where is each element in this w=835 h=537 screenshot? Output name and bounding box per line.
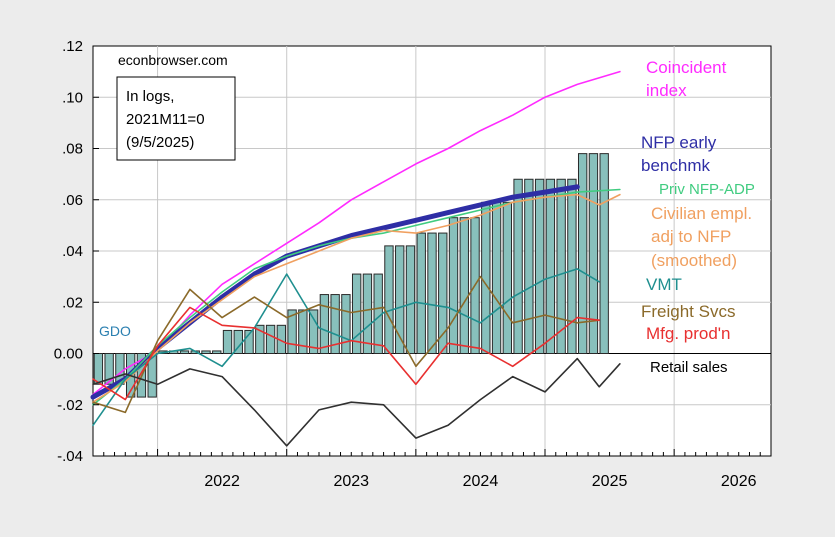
x-tick-label: 2022 xyxy=(204,473,240,490)
gdo-bar xyxy=(179,350,190,354)
y-tick-label: .08 xyxy=(62,141,83,158)
y-tick-label: .04 xyxy=(62,243,83,260)
gdo-bars xyxy=(93,153,609,398)
gdo-bar xyxy=(330,294,340,354)
gdo-bar xyxy=(556,178,566,354)
gdo-bar xyxy=(502,201,513,354)
y-tick-label: .02 xyxy=(62,294,83,311)
gdo-bar xyxy=(244,329,254,354)
gdo-bar xyxy=(362,273,373,354)
y-tick-label: -.02 xyxy=(57,397,83,414)
gdo-bar xyxy=(351,273,362,354)
note-box xyxy=(116,76,236,161)
y-tick-label: .12 xyxy=(62,38,83,55)
label-mfg: Mfg. prod'n xyxy=(646,324,731,343)
label-civilian-line1: Civilian empl. xyxy=(651,204,752,223)
gdo-bar xyxy=(416,232,426,354)
gdo-bar xyxy=(513,178,523,354)
label-coincident-line1: Coincident xyxy=(646,58,727,77)
series-line-freight-svcs xyxy=(92,275,601,414)
gdo-bar xyxy=(287,309,297,354)
gdo-bar xyxy=(534,178,545,354)
note-line-1: In logs, xyxy=(126,88,174,105)
gdo-bar xyxy=(201,350,211,354)
y-tick-label: 0.00 xyxy=(54,346,83,363)
label-nfp-line2: benchmk xyxy=(641,156,710,175)
gdo-bar xyxy=(298,309,308,354)
label-nfp-line1: NFP early xyxy=(641,133,717,152)
gdo-bar xyxy=(222,329,233,354)
gdo-bar xyxy=(308,309,319,354)
x-tick-label: 2026 xyxy=(721,473,757,490)
gdo-bar xyxy=(384,245,394,354)
gdo-bar xyxy=(395,245,405,354)
y-tick-label: .06 xyxy=(62,192,83,209)
gdo-bar xyxy=(438,232,448,354)
gdo-bar xyxy=(405,245,416,354)
y-tick-label: -.04 xyxy=(57,448,83,465)
label-retail: Retail sales xyxy=(650,359,728,376)
gdo-bar xyxy=(427,232,437,354)
x-tick-label: 2025 xyxy=(592,473,628,490)
y-tick-label: .10 xyxy=(62,89,83,106)
series-lines xyxy=(90,70,621,447)
gdo-bar xyxy=(459,217,469,354)
gdo-bar xyxy=(545,178,556,354)
label-civilian-line2: adj to NFP xyxy=(651,227,731,246)
gdo-bar xyxy=(481,201,491,354)
source-label: econbrowser.com xyxy=(118,52,228,68)
gdo-bar xyxy=(104,353,114,385)
note-line-3: (9/5/2025) xyxy=(126,134,194,151)
gdo-bar xyxy=(599,153,609,354)
label-freight: Freight Svcs xyxy=(641,302,735,321)
note-line-2: 2021M11=0 xyxy=(126,111,205,128)
series-line-nfp-early-benchmk xyxy=(90,184,580,400)
gdo-bar xyxy=(93,353,104,385)
gdo-bar xyxy=(212,350,222,354)
gdo-bar xyxy=(265,324,276,354)
grid-lines xyxy=(93,46,771,456)
label-priv-nfp-adp: Priv NFP-ADP xyxy=(659,181,755,198)
x-axis-ticks: 2022 2023 2024 2025 2026 xyxy=(92,449,772,490)
gdo-bar xyxy=(567,178,577,354)
gdo-bar xyxy=(341,294,351,354)
x-tick-label: 2023 xyxy=(333,473,369,490)
label-vmt: VMT xyxy=(646,275,682,294)
gdo-bar xyxy=(577,153,588,354)
series-line-retail-sales xyxy=(92,357,621,447)
gdo-bar xyxy=(588,153,599,354)
series-line-civilian-empl-adj-to-nfp-smoothed xyxy=(92,193,621,404)
label-civilian-line3: (smoothed) xyxy=(651,251,737,270)
gdo-bar xyxy=(524,178,534,354)
label-coincident-line2: index xyxy=(646,81,687,100)
label-gdo: GDO xyxy=(99,323,131,339)
gdo-bar xyxy=(491,201,502,354)
series-line-mfg-prod-n xyxy=(92,306,601,401)
gdo-bar xyxy=(255,324,265,354)
y-axis-ticks: -.04 -.02 0.00 .02 .04 .06 .08 .10 .12 xyxy=(54,38,99,465)
gdo-bar xyxy=(448,217,459,354)
x-tick-label: 2024 xyxy=(463,473,499,490)
gdo-bar xyxy=(319,294,330,354)
